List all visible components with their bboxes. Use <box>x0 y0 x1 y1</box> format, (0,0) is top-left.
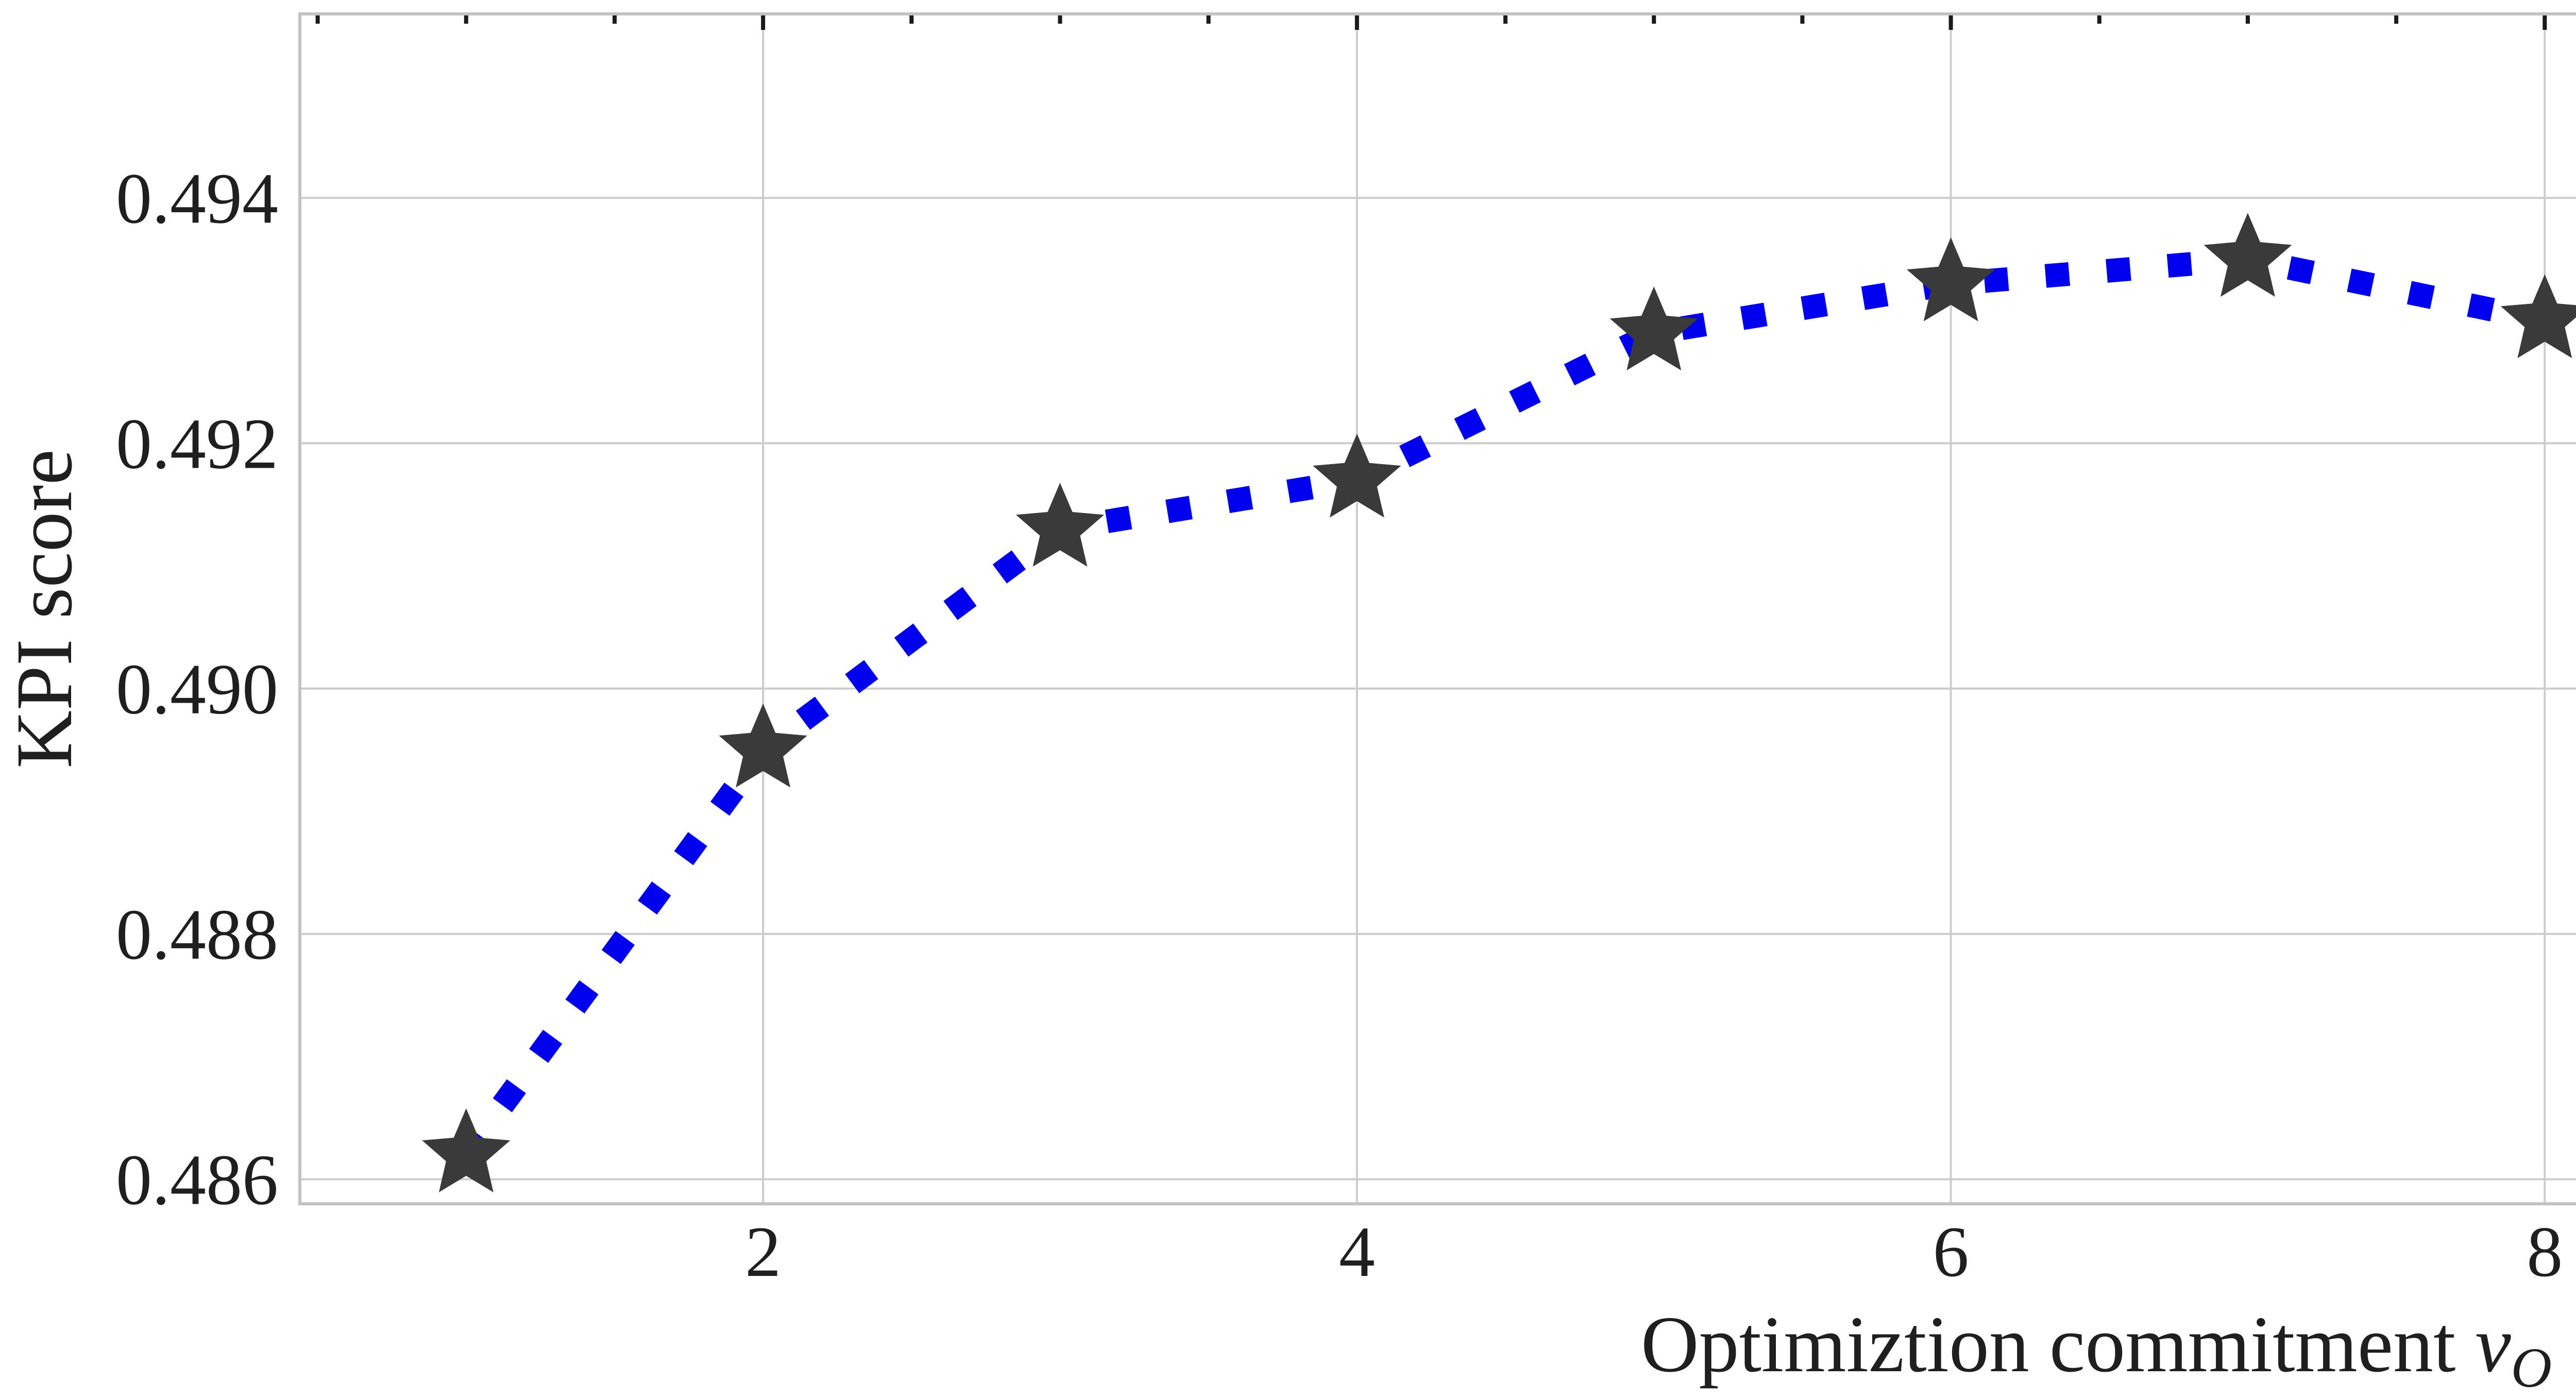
y-axis-label: KPI score <box>0 449 89 769</box>
x-axis-label-text: Optimiztion commitment <box>1641 1300 2455 1389</box>
data-point-star <box>1907 237 1995 321</box>
data-points <box>422 213 2576 1192</box>
tick-marks <box>315 15 2547 30</box>
y-tick-labels: 0.486 0.488 0.490 0.492 0.494 <box>116 159 278 1220</box>
y-tick-label: 0.494 <box>116 159 278 238</box>
data-point-star <box>422 1108 511 1192</box>
data-point-star <box>2204 213 2292 297</box>
kpi-data-line <box>456 247 2576 1162</box>
y-tick-label: 0.488 <box>116 895 278 975</box>
x-tick-label: 6 <box>1933 1212 1969 1292</box>
x-axis-label: Optimiztion commitment vO <box>1641 1300 2552 1398</box>
data-point-star <box>1609 286 1698 370</box>
x-tick-label: 4 <box>1339 1212 1375 1292</box>
x-axis-label-variable: v <box>2475 1300 2511 1389</box>
x-tick-label: 8 <box>2527 1212 2563 1292</box>
x-axis-label-subscript: O <box>2511 1336 2552 1398</box>
gridlines <box>300 14 2576 1204</box>
y-tick-label: 0.492 <box>116 404 278 484</box>
y-tick-label: 0.490 <box>116 650 278 729</box>
y-tick-label: 0.486 <box>116 1140 278 1220</box>
data-point-star <box>1313 433 1401 518</box>
plot-border <box>298 12 2576 1205</box>
data-point-star <box>1015 483 1105 567</box>
x-tick-labels: 24681012 <box>745 1212 2563 1292</box>
data-point-star <box>719 703 807 788</box>
x-tick-label: 2 <box>745 1212 781 1292</box>
data-point-star <box>2500 274 2576 359</box>
